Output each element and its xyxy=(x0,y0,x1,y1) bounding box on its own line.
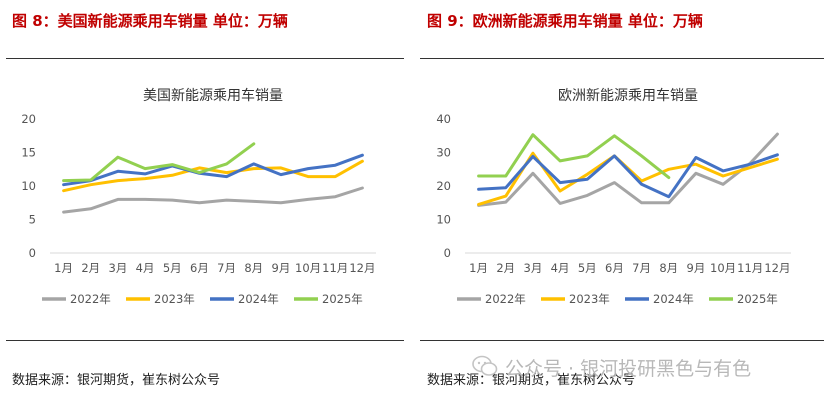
y-tick-label: 10 xyxy=(21,179,36,193)
x-tick-label: 5月 xyxy=(578,261,597,275)
x-tick-label: 6月 xyxy=(605,261,624,275)
wechat-icon xyxy=(472,355,498,376)
x-tick-label: 7月 xyxy=(217,261,236,275)
y-tick-label: 5 xyxy=(29,213,36,227)
figure-9-title: 图 9：欧洲新能源乘用车销量 单位：万辆 xyxy=(427,12,703,30)
figure-9-bottom-rule xyxy=(420,340,824,341)
x-tick-label: 1月 xyxy=(469,261,488,275)
legend-label-2025年: 2025年 xyxy=(322,292,363,306)
series-line-2024年 xyxy=(62,153,364,187)
series-line-2022年 xyxy=(62,186,364,214)
y-tick-label: 0 xyxy=(29,246,36,260)
y-tick-label: 0 xyxy=(444,246,451,260)
x-tick-label: 3月 xyxy=(524,261,543,275)
y-tick-label: 20 xyxy=(21,112,36,126)
series-line-2025年 xyxy=(62,142,256,183)
x-tick-label: 12月 xyxy=(349,261,375,275)
figure-8-title: 图 8：美国新能源乘用车销量 单位：万辆 xyxy=(12,12,288,30)
x-tick-label: 4月 xyxy=(551,261,570,275)
y-tick-label: 40 xyxy=(436,112,451,126)
legend-label-2022年: 2022年 xyxy=(70,292,111,306)
x-tick-label: 2月 xyxy=(496,261,515,275)
watermark-text: 公众号 · 银河投研黑色与有色 xyxy=(505,358,752,380)
x-tick-label: 11月 xyxy=(322,261,348,275)
figure-8-source: 数据来源：银河期货，崔东树公众号 xyxy=(12,373,221,388)
x-tick-label: 10月 xyxy=(710,261,736,275)
x-tick-label: 7月 xyxy=(632,261,651,275)
x-tick-label: 3月 xyxy=(109,261,128,275)
x-tick-label: 5月 xyxy=(163,261,182,275)
x-tick-label: 9月 xyxy=(272,261,291,275)
x-tick-label: 10月 xyxy=(295,261,321,275)
legend-label-2024年: 2024年 xyxy=(238,292,279,306)
y-tick-label: 30 xyxy=(436,146,451,160)
x-tick-label: 12月 xyxy=(764,261,790,275)
chart-title: 欧洲新能源乘用车销量 xyxy=(558,87,698,104)
series-line-2024年 xyxy=(477,153,779,199)
figure-9-source: 数据来源：银河期货，崔东树公众号 xyxy=(427,373,636,388)
figure-8-bottom-rule xyxy=(6,340,404,341)
legend-label-2023年: 2023年 xyxy=(154,292,195,306)
legend-label-2025年: 2025年 xyxy=(737,292,778,306)
series-line-2025年 xyxy=(477,133,671,180)
x-tick-label: 1月 xyxy=(54,261,73,275)
series-line-2022年 xyxy=(477,132,779,207)
series-line-2023年 xyxy=(62,159,364,193)
figure-8-top-rule xyxy=(6,58,404,59)
legend-label-2024年: 2024年 xyxy=(653,292,694,306)
y-tick-label: 10 xyxy=(436,213,451,227)
figure-9-chart: 欧洲新能源乘用车销量 0 10 20 30 40 1月 2月 3月 4月 5月 6月 7月 8月 9月 10月… xyxy=(436,87,791,306)
x-tick-label: 8月 xyxy=(659,261,678,275)
y-tick-label: 20 xyxy=(436,179,451,193)
y-tick-label: 15 xyxy=(21,146,36,160)
x-tick-label: 6月 xyxy=(190,261,209,275)
legend-label-2023年: 2023年 xyxy=(569,292,610,306)
x-tick-label: 2月 xyxy=(81,261,100,275)
figure-9-top-rule xyxy=(420,58,824,59)
x-tick-label: 4月 xyxy=(136,261,155,275)
x-tick-label: 11月 xyxy=(737,261,763,275)
legend-label-2022年: 2022年 xyxy=(485,292,526,306)
chart-title: 美国新能源乘用车销量 xyxy=(143,87,283,104)
x-tick-label: 9月 xyxy=(687,261,706,275)
x-tick-label: 8月 xyxy=(244,261,263,275)
